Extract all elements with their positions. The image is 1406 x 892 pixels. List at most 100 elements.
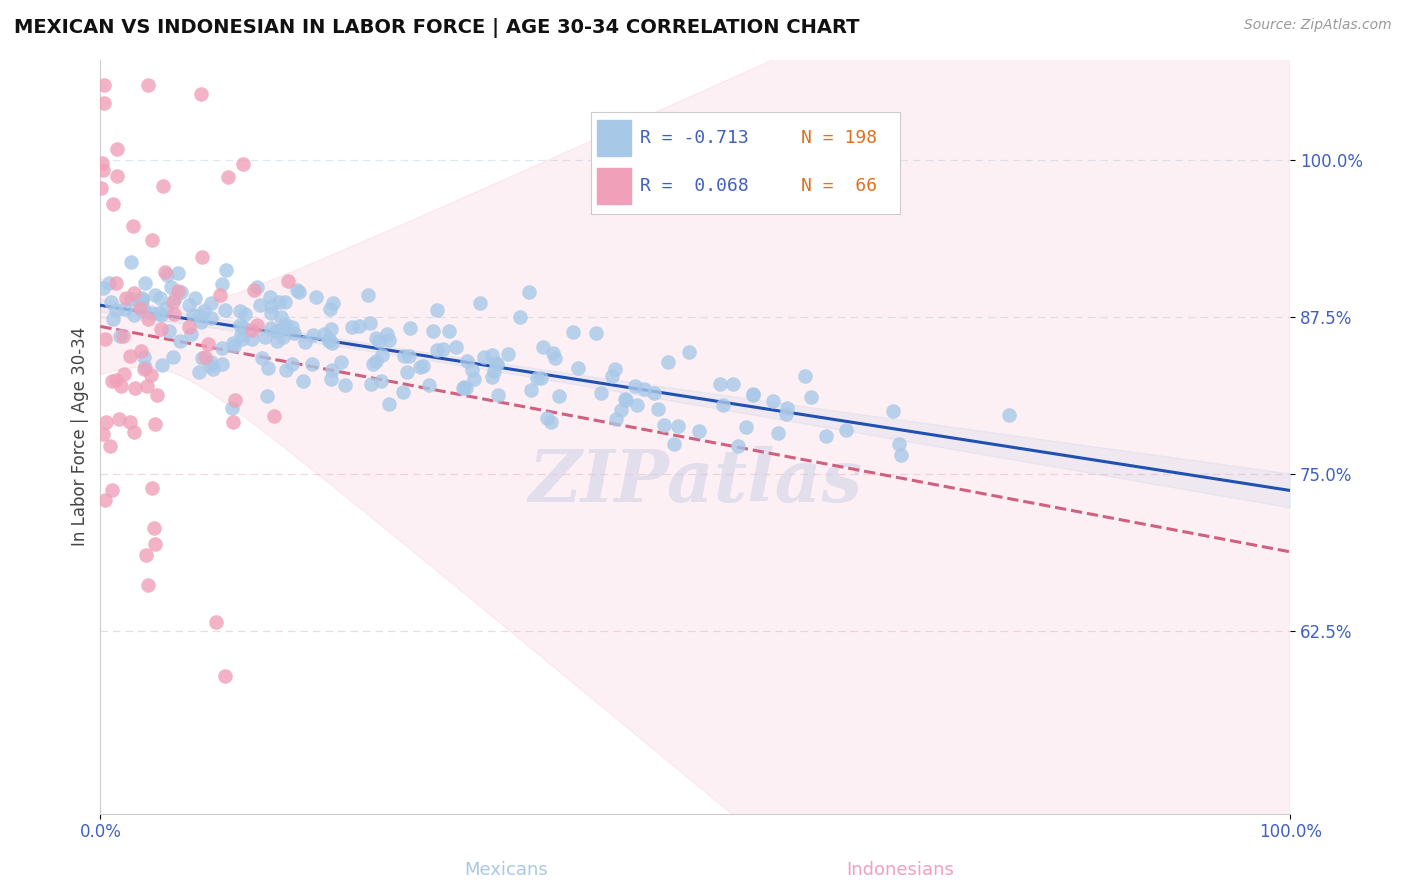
Point [835, 424, 858, 438]
Text: Indonesians: Indonesians [846, 861, 953, 879]
Point [222, 415, 245, 429]
Point [398, 349, 420, 363]
Point [274, 319, 297, 334]
Point [319, 301, 342, 316]
Text: MEXICAN VS INDONESIAN IN LABOR FORCE | AGE 30-34 CORRELATION CHART: MEXICAN VS INDONESIAN IN LABOR FORCE | A… [14, 18, 859, 37]
Point [114, 302, 136, 317]
Point [721, 376, 744, 391]
Point [614, 393, 637, 408]
Point [90, 156, 112, 170]
Point [224, 392, 246, 407]
Point [412, 359, 434, 373]
Point [889, 437, 911, 451]
Point [105, 169, 128, 183]
Point [392, 385, 415, 400]
Point [232, 319, 254, 334]
Point [159, 280, 181, 294]
Point [370, 374, 392, 388]
Point [269, 295, 291, 310]
Point [108, 329, 131, 343]
Point [91, 281, 114, 295]
Point [132, 361, 155, 376]
Point [105, 373, 128, 387]
Point [181, 308, 204, 322]
Point [143, 537, 166, 551]
Point [688, 425, 710, 439]
Point [188, 366, 211, 380]
Point [131, 292, 153, 306]
Point [191, 351, 214, 365]
Point [177, 297, 200, 311]
Point [128, 301, 150, 315]
Point [800, 390, 823, 404]
Point [229, 303, 252, 318]
Point [91, 163, 114, 178]
Point [105, 141, 128, 155]
Point [294, 335, 316, 350]
Point [167, 266, 190, 280]
Point [120, 254, 142, 268]
Point [547, 389, 569, 403]
Point [94, 415, 117, 429]
Point [359, 316, 381, 330]
Point [742, 386, 765, 401]
Point [657, 355, 679, 369]
Point [270, 323, 292, 337]
Point [120, 349, 142, 363]
Point [544, 351, 567, 365]
Point [148, 291, 170, 305]
Point [170, 285, 193, 299]
Point [190, 87, 212, 102]
Point [134, 277, 156, 291]
Text: N = 198: N = 198 [801, 128, 877, 146]
Point [221, 401, 243, 416]
Point [249, 297, 271, 311]
Point [371, 348, 394, 362]
Point [540, 415, 562, 429]
Point [122, 285, 145, 300]
Point [347, 319, 370, 334]
Point [253, 330, 276, 344]
Point [270, 310, 292, 325]
Point [281, 357, 304, 371]
Point [233, 307, 256, 321]
Point [138, 311, 160, 326]
Point [246, 280, 269, 294]
Point [155, 301, 177, 316]
Point [100, 294, 122, 309]
Point [229, 327, 252, 342]
Point [735, 419, 758, 434]
Point [194, 351, 217, 365]
Point [305, 290, 328, 304]
Point [211, 277, 233, 292]
Point [614, 392, 637, 407]
Point [605, 362, 627, 376]
Point [281, 319, 304, 334]
Point [301, 357, 323, 371]
Point [169, 334, 191, 348]
Point [567, 361, 589, 376]
Point [321, 363, 343, 377]
Point [156, 268, 179, 283]
Point [426, 303, 449, 318]
Point [375, 326, 398, 341]
Point [623, 379, 645, 393]
Point [214, 669, 236, 683]
Point [214, 302, 236, 317]
Text: ZIPatlas: ZIPatlas [529, 446, 862, 517]
Point [266, 324, 288, 338]
Point [90, 181, 112, 195]
Point [360, 377, 382, 392]
Point [486, 387, 509, 401]
Point [143, 521, 166, 535]
Point [240, 323, 263, 337]
Point [444, 340, 467, 354]
Point [678, 344, 700, 359]
Point [193, 304, 215, 318]
Point [496, 347, 519, 361]
Point [666, 419, 689, 434]
Point [224, 339, 246, 353]
Point [260, 306, 283, 320]
Point [180, 327, 202, 342]
Point [600, 369, 623, 384]
